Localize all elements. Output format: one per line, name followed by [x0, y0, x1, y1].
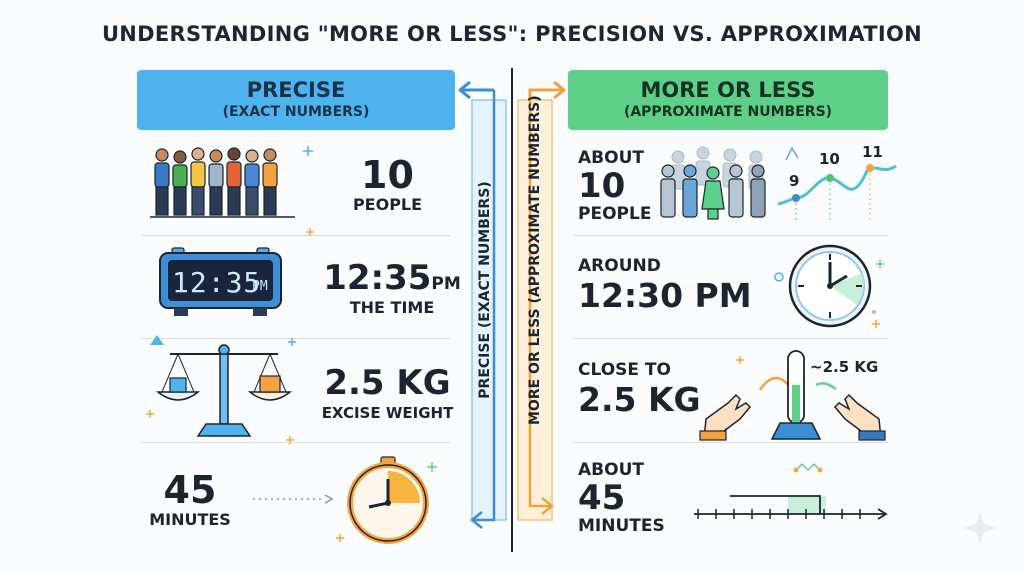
digital-clock-suffix: PM [252, 279, 268, 294]
right-divider-1 [572, 235, 888, 236]
left-row1-value: 10 PEOPLE [320, 155, 455, 215]
faded-crowd-icon [660, 146, 766, 220]
left-row3-value: 2.5 KG EXCISE WEIGHT [315, 363, 460, 423]
right-row2-text: AROUND 12:30 PM [578, 256, 752, 316]
right-row3-weight: 2.5 KG [578, 380, 701, 419]
center-arrows-graphic [458, 68, 566, 552]
precise-header-subtitle: (EXACT NUMBERS) [222, 104, 370, 120]
hands-gauge-icon [699, 350, 886, 441]
left-row2-caption: THE TIME [349, 298, 435, 317]
left-row2-value: 12:35PM THE TIME [322, 258, 462, 318]
left-row4-value: 45 MINUTES [140, 470, 240, 530]
timeline-range-icon [694, 462, 888, 520]
digital-clock-display: 12:35 [172, 266, 262, 299]
left-row2-unit: PM [431, 274, 461, 294]
graph-label-9: 9 [789, 172, 800, 190]
right-row1-number: 10 [578, 166, 626, 206]
right-row3-prefix: CLOSE TO [578, 360, 671, 380]
approx-header: MORE OR LESS (APPROXIMATE NUMBERS) [568, 70, 888, 130]
dotted-arrow-icon [253, 494, 334, 504]
graph-label-10: 10 [819, 150, 840, 168]
analog-clock-icon [788, 244, 872, 328]
left-row4-number: 45 [163, 468, 217, 512]
right-row1-text: ABOUT 10 PEOPLE [578, 148, 651, 224]
right-row4-caption: MINUTES [578, 516, 665, 536]
left-divider-3 [140, 442, 450, 443]
digital-clock-icon [159, 247, 282, 316]
approx-header-title: MORE OR LESS [640, 78, 816, 102]
left-row1-number: 10 [361, 153, 414, 197]
page-title: UNDERSTANDING "MORE OR LESS": PRECISION … [101, 22, 923, 46]
right-row2-time: 12:30 PM [578, 276, 752, 315]
people-group-icon [150, 147, 295, 218]
right-row1-caption: PEOPLE [578, 204, 652, 224]
right-row4-text: ABOUT 45 MINUTES [578, 460, 665, 536]
right-divider-2 [572, 338, 888, 339]
right-divider-3 [572, 442, 888, 443]
left-row3-caption: EXCISE WEIGHT [321, 404, 454, 422]
precise-header-title: PRECISE [246, 78, 346, 102]
right-row4-prefix: ABOUT [578, 460, 644, 480]
left-row3-weight: 2.5 KG [324, 363, 451, 403]
left-row2-time: 12:35 [323, 258, 432, 298]
graph-label-11: 11 [862, 143, 883, 161]
right-row3-text: CLOSE TO 2.5 KG [578, 360, 701, 420]
balance-scale-icon [150, 335, 293, 437]
right-row4-number: 45 [578, 478, 626, 518]
left-divider-1 [140, 235, 450, 236]
right-row1-prefix: ABOUT [578, 148, 644, 168]
left-row4-caption: MINUTES [149, 510, 231, 529]
gauge-approx-label: ~2.5 KG [810, 358, 879, 376]
left-row1-caption: PEOPLE [352, 195, 423, 214]
wavy-range-graph-icon [777, 146, 897, 220]
approx-header-subtitle: (APPROXIMATE NUMBERS) [623, 104, 833, 120]
left-divider-2 [140, 338, 450, 339]
right-row2-prefix: AROUND [578, 256, 661, 276]
precise-header: PRECISE (EXACT NUMBERS) [137, 70, 455, 130]
timer-clock-icon [347, 456, 429, 544]
